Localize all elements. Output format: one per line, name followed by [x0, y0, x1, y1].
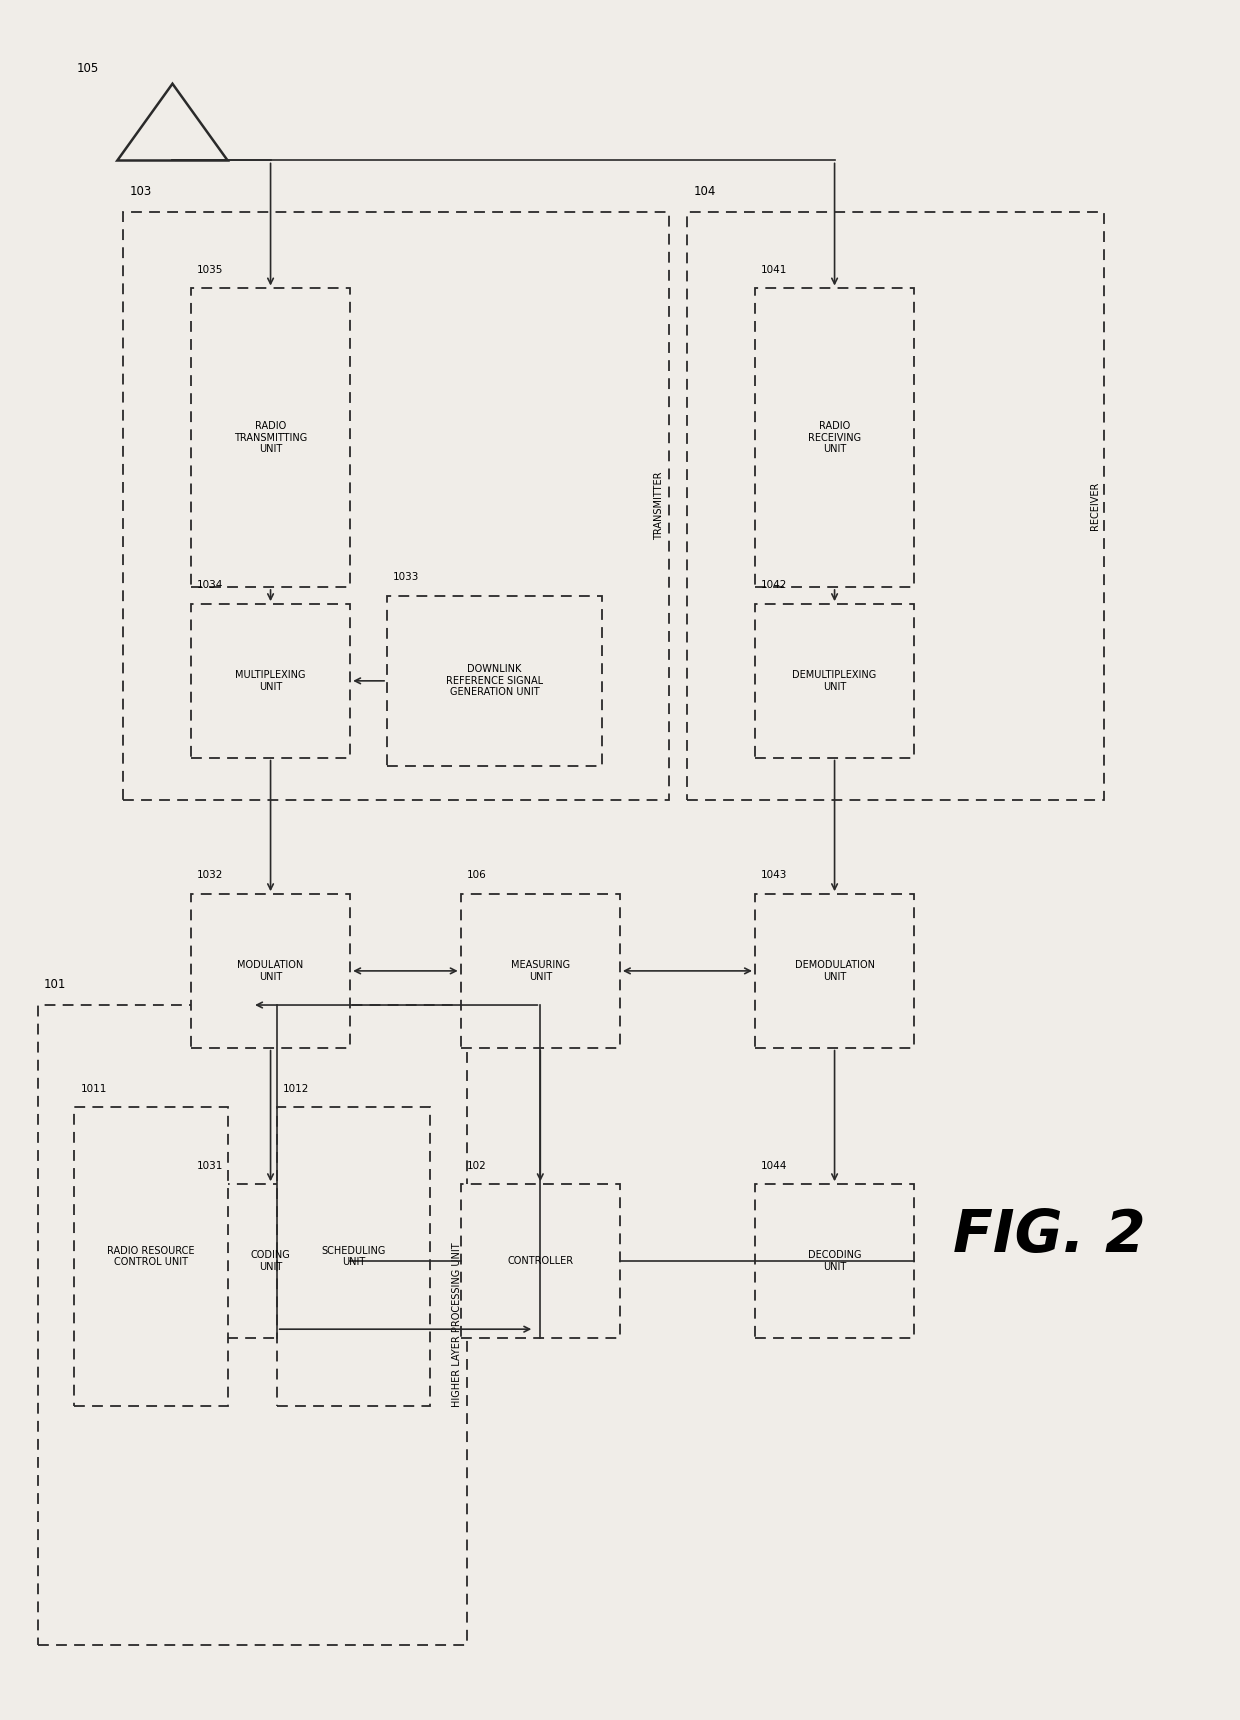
Text: 1041: 1041: [761, 265, 787, 275]
Text: RECEIVER: RECEIVER: [1090, 482, 1100, 530]
Text: MULTIPLEXING
UNIT: MULTIPLEXING UNIT: [236, 671, 306, 691]
FancyBboxPatch shape: [191, 289, 350, 587]
Text: DOWNLINK
REFERENCE SIGNAL
GENERATION UNIT: DOWNLINK REFERENCE SIGNAL GENERATION UNI…: [445, 664, 543, 697]
Text: 1032: 1032: [197, 870, 223, 881]
FancyBboxPatch shape: [124, 212, 670, 800]
Text: HIGHER LAYER PROCESSING UNIT: HIGHER LAYER PROCESSING UNIT: [451, 1242, 463, 1407]
FancyBboxPatch shape: [460, 894, 620, 1047]
FancyBboxPatch shape: [277, 1108, 430, 1405]
Text: 1034: 1034: [197, 580, 223, 590]
Text: CONTROLLER: CONTROLLER: [507, 1256, 573, 1266]
Text: SCHEDULING
UNIT: SCHEDULING UNIT: [321, 1245, 386, 1268]
FancyBboxPatch shape: [191, 1183, 350, 1338]
Text: DEMODULATION
UNIT: DEMODULATION UNIT: [795, 960, 874, 982]
Text: MEASURING
UNIT: MEASURING UNIT: [511, 960, 570, 982]
Text: DEMULTIPLEXING
UNIT: DEMULTIPLEXING UNIT: [792, 671, 877, 691]
FancyBboxPatch shape: [37, 1004, 466, 1644]
FancyBboxPatch shape: [191, 894, 350, 1047]
Text: 1042: 1042: [761, 580, 787, 590]
Text: RADIO RESOURCE
CONTROL UNIT: RADIO RESOURCE CONTROL UNIT: [108, 1245, 195, 1268]
FancyBboxPatch shape: [755, 894, 914, 1047]
Text: 104: 104: [693, 186, 715, 198]
Text: 1031: 1031: [197, 1161, 223, 1171]
FancyBboxPatch shape: [755, 289, 914, 587]
Text: 101: 101: [43, 979, 66, 991]
Text: RADIO
RECEIVING
UNIT: RADIO RECEIVING UNIT: [808, 421, 861, 454]
Text: 105: 105: [77, 62, 99, 76]
Text: 1033: 1033: [393, 573, 419, 581]
Text: 1035: 1035: [197, 265, 223, 275]
Text: TRANSMITTER: TRANSMITTER: [655, 471, 665, 540]
Text: RADIO
TRANSMITTING
UNIT: RADIO TRANSMITTING UNIT: [234, 421, 308, 454]
FancyBboxPatch shape: [191, 604, 350, 757]
Text: DECODING
UNIT: DECODING UNIT: [807, 1250, 862, 1271]
FancyBboxPatch shape: [460, 1183, 620, 1338]
Text: 1011: 1011: [81, 1084, 107, 1094]
Text: MODULATION
UNIT: MODULATION UNIT: [237, 960, 304, 982]
FancyBboxPatch shape: [755, 604, 914, 757]
Text: 1044: 1044: [761, 1161, 787, 1171]
FancyBboxPatch shape: [74, 1108, 228, 1405]
Text: 1043: 1043: [761, 870, 787, 881]
Text: 106: 106: [466, 870, 486, 881]
Text: 103: 103: [129, 186, 151, 198]
Text: 1012: 1012: [283, 1084, 309, 1094]
FancyBboxPatch shape: [755, 1183, 914, 1338]
Text: CODING
UNIT: CODING UNIT: [250, 1250, 290, 1271]
Text: FIG. 2: FIG. 2: [952, 1207, 1146, 1264]
Text: 102: 102: [466, 1161, 486, 1171]
FancyBboxPatch shape: [387, 595, 601, 765]
FancyBboxPatch shape: [687, 212, 1105, 800]
